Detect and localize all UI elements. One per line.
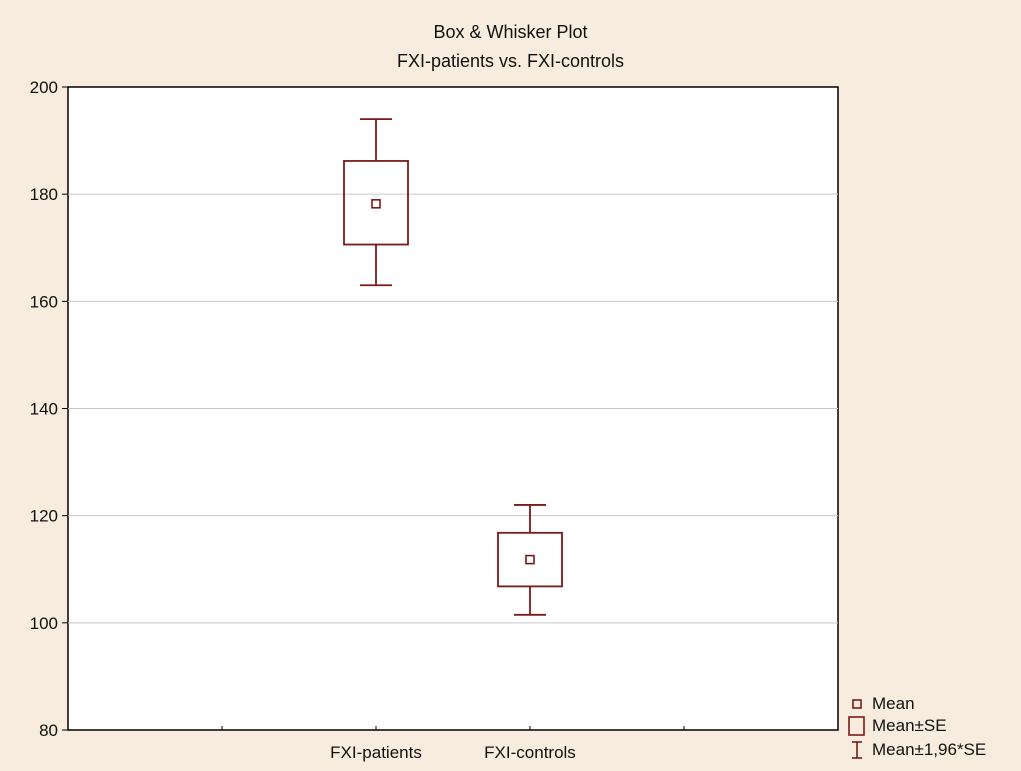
box-1 — [497, 504, 563, 616]
boxes — [343, 118, 563, 616]
legend-label-se: Mean±SE — [872, 716, 947, 735]
box-0 — [343, 118, 409, 287]
legend-label-mean: Mean — [872, 694, 915, 713]
mean-square-icon — [846, 693, 868, 715]
chart-title: Box & Whisker Plot — [433, 22, 588, 42]
x-axis: FXI-patients FXI-controls — [221, 726, 685, 762]
legend-item-ci: Mean±1,96*SE — [846, 739, 986, 761]
y-tick-label: 100 — [30, 614, 58, 633]
x-tick-label: FXI-controls — [484, 743, 576, 762]
y-tick-label: 140 — [30, 400, 58, 419]
y-tick-label: 180 — [30, 185, 58, 204]
mean-marker — [525, 554, 535, 565]
box-icon — [846, 715, 868, 737]
se-box — [497, 531, 563, 588]
se-box — [343, 160, 409, 246]
y-tick-label: 160 — [30, 292, 58, 311]
y-tick-label: 120 — [30, 507, 58, 526]
whisker-icon — [846, 739, 868, 761]
x-tick-label: FXI-patients — [330, 743, 422, 762]
y-axis: 80 100 120 140 160 180 200 — [30, 78, 68, 740]
legend-item-se: Mean±SE — [846, 715, 947, 737]
y-tick-label: 200 — [30, 78, 58, 97]
y-tick-label: 80 — [39, 721, 58, 740]
mean-marker — [371, 199, 381, 209]
legend-label-ci: Mean±1,96*SE — [872, 740, 987, 759]
grid-lines — [68, 193, 838, 624]
chart-subtitle: FXI-patients vs. FXI-controls — [396, 51, 625, 71]
legend-item-mean: Mean — [846, 693, 915, 715]
